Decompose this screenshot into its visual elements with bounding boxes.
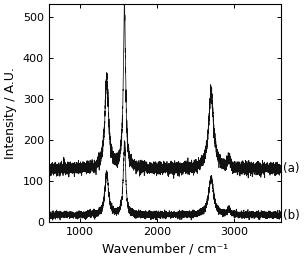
Text: (a): (a) [283, 162, 299, 176]
Y-axis label: Intensity / A.U.: Intensity / A.U. [4, 67, 17, 159]
Text: (b): (b) [283, 209, 300, 222]
X-axis label: Wavenumber / cm⁻¹: Wavenumber / cm⁻¹ [102, 243, 228, 256]
